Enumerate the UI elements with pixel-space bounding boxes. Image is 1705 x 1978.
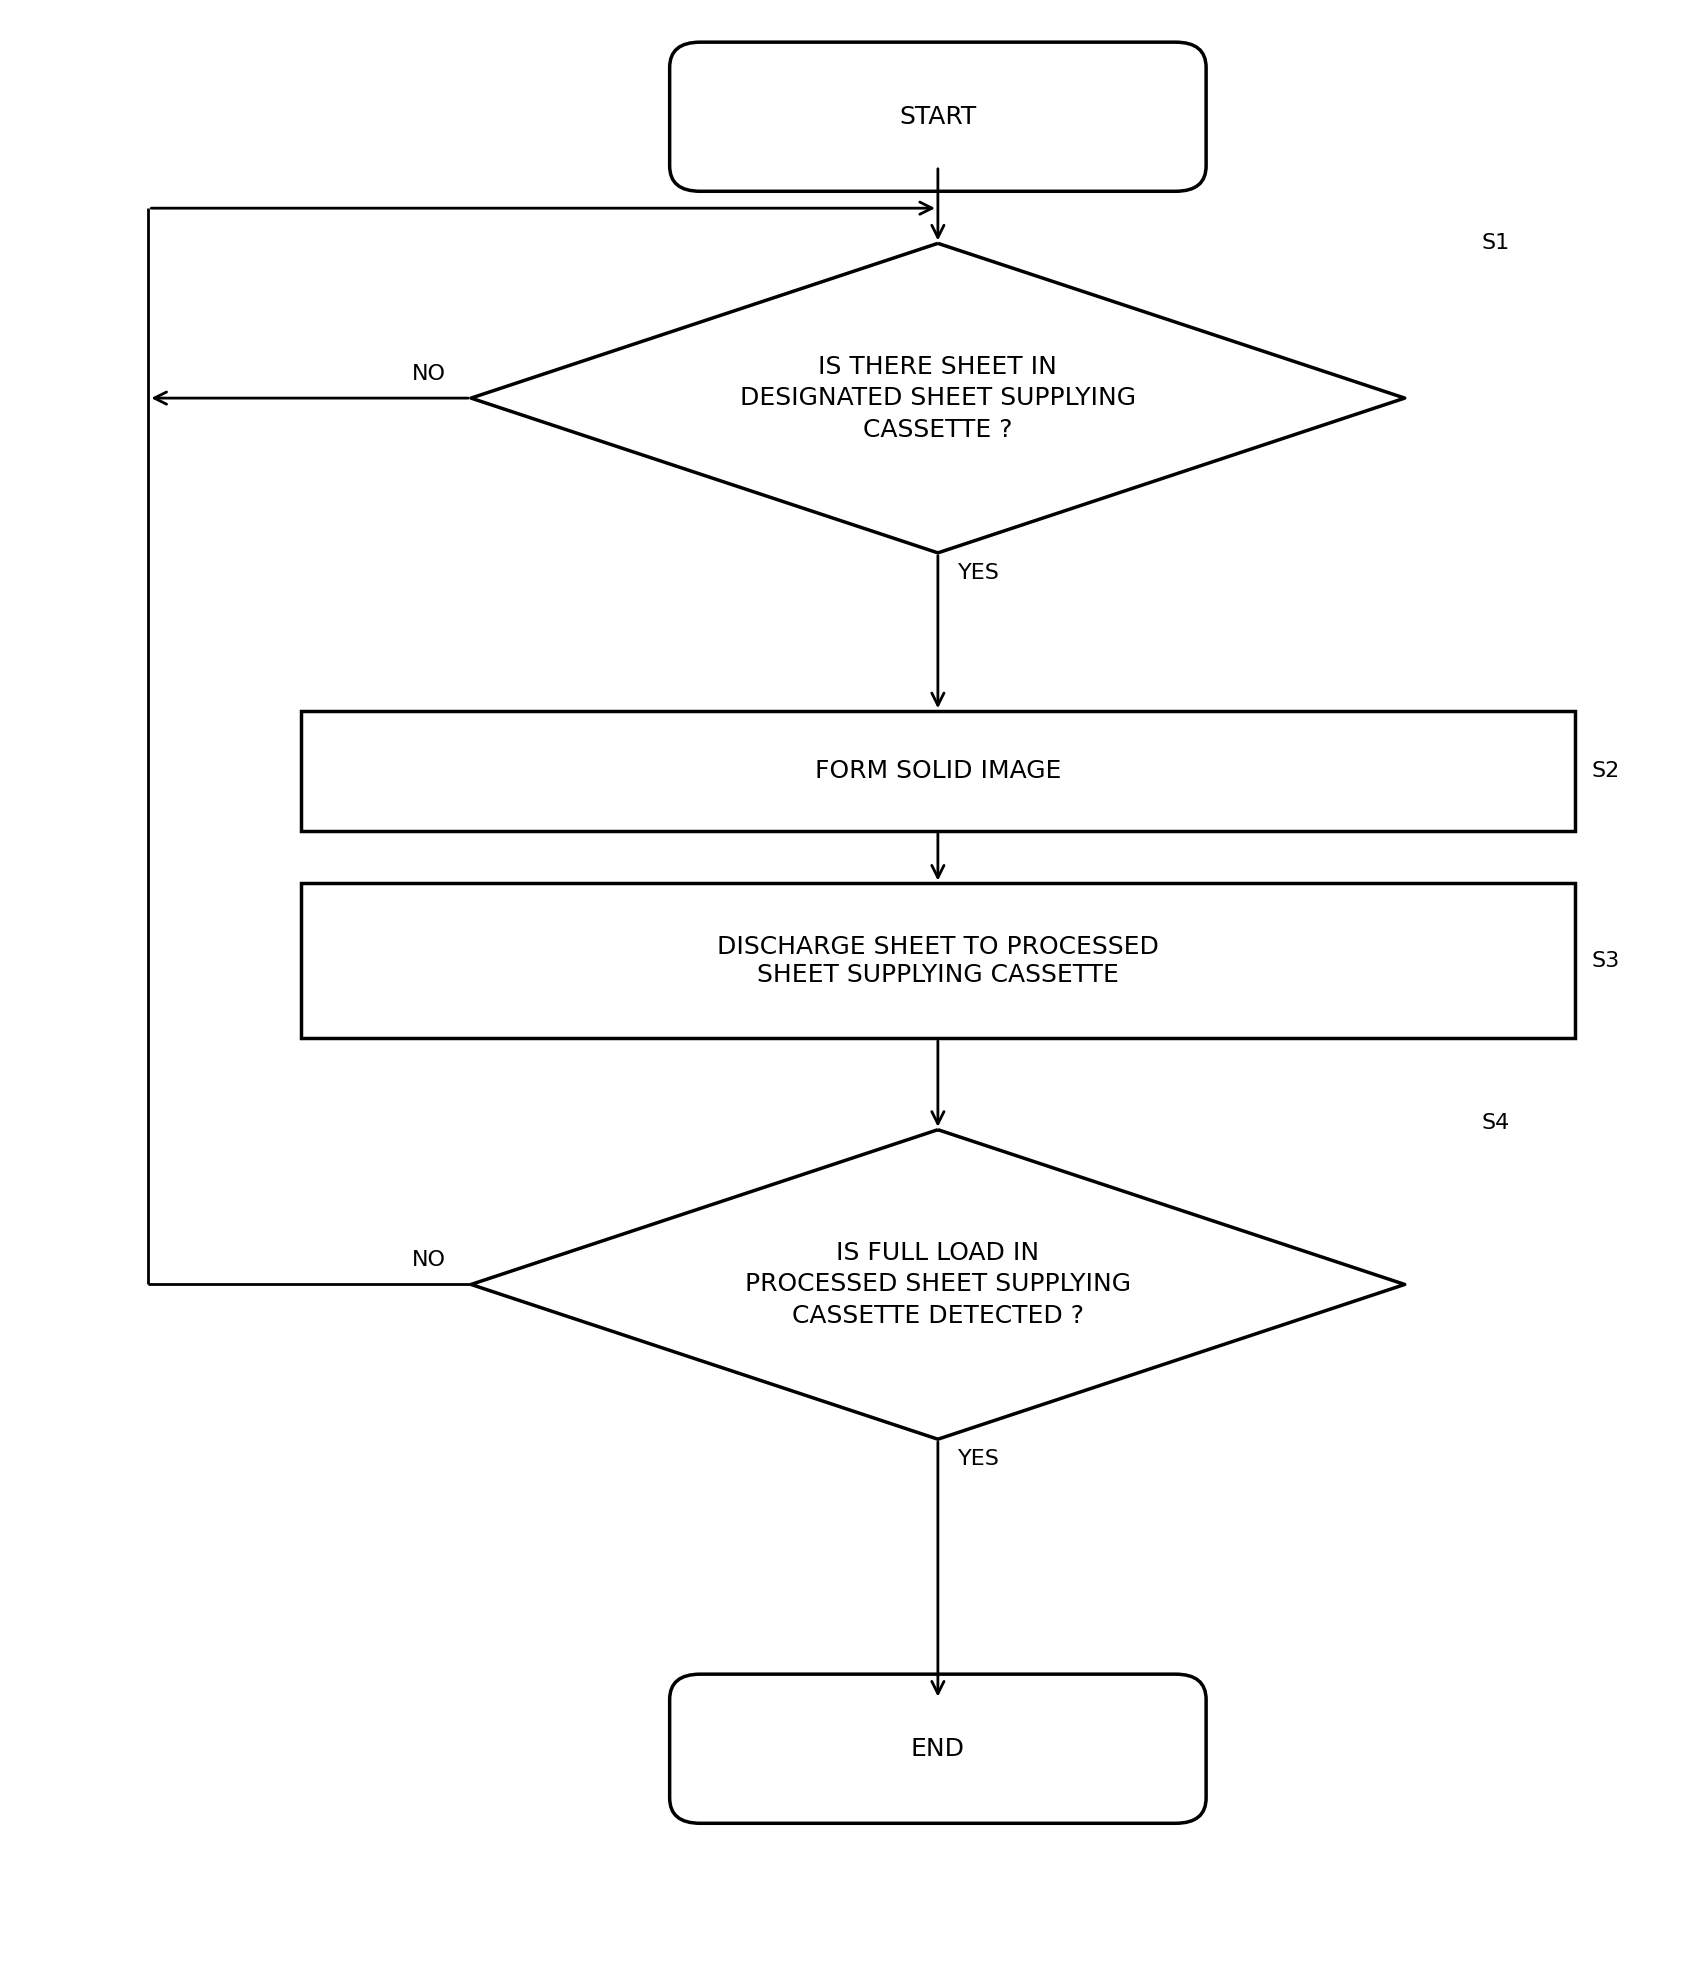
Text: DISCHARGE SHEET TO PROCESSED
SHEET SUPPLYING CASSETTE: DISCHARGE SHEET TO PROCESSED SHEET SUPPL… [716, 936, 1158, 987]
Text: IS THERE SHEET IN
DESIGNATED SHEET SUPPLYING
CASSETTE ?: IS THERE SHEET IN DESIGNATED SHEET SUPPL… [740, 354, 1136, 441]
Text: START: START [899, 105, 975, 129]
Text: S1: S1 [1480, 233, 1509, 253]
Text: S4: S4 [1480, 1114, 1509, 1133]
Polygon shape [471, 243, 1403, 554]
Text: NO: NO [411, 364, 445, 384]
Text: FORM SOLID IMAGE: FORM SOLID IMAGE [815, 760, 1061, 783]
Polygon shape [471, 1129, 1403, 1440]
FancyBboxPatch shape [670, 42, 1205, 192]
Text: IS FULL LOAD IN
PROCESSED SHEET SUPPLYING
CASSETTE DETECTED ?: IS FULL LOAD IN PROCESSED SHEET SUPPLYIN… [745, 1240, 1130, 1327]
Text: S2: S2 [1591, 762, 1618, 781]
Text: S3: S3 [1591, 951, 1618, 971]
Bar [302, 884, 1574, 1038]
Text: YES: YES [958, 1450, 999, 1470]
Text: END: END [910, 1737, 965, 1760]
Text: YES: YES [958, 562, 999, 584]
Bar [302, 712, 1574, 831]
FancyBboxPatch shape [670, 1673, 1205, 1824]
Text: NO: NO [411, 1250, 445, 1270]
